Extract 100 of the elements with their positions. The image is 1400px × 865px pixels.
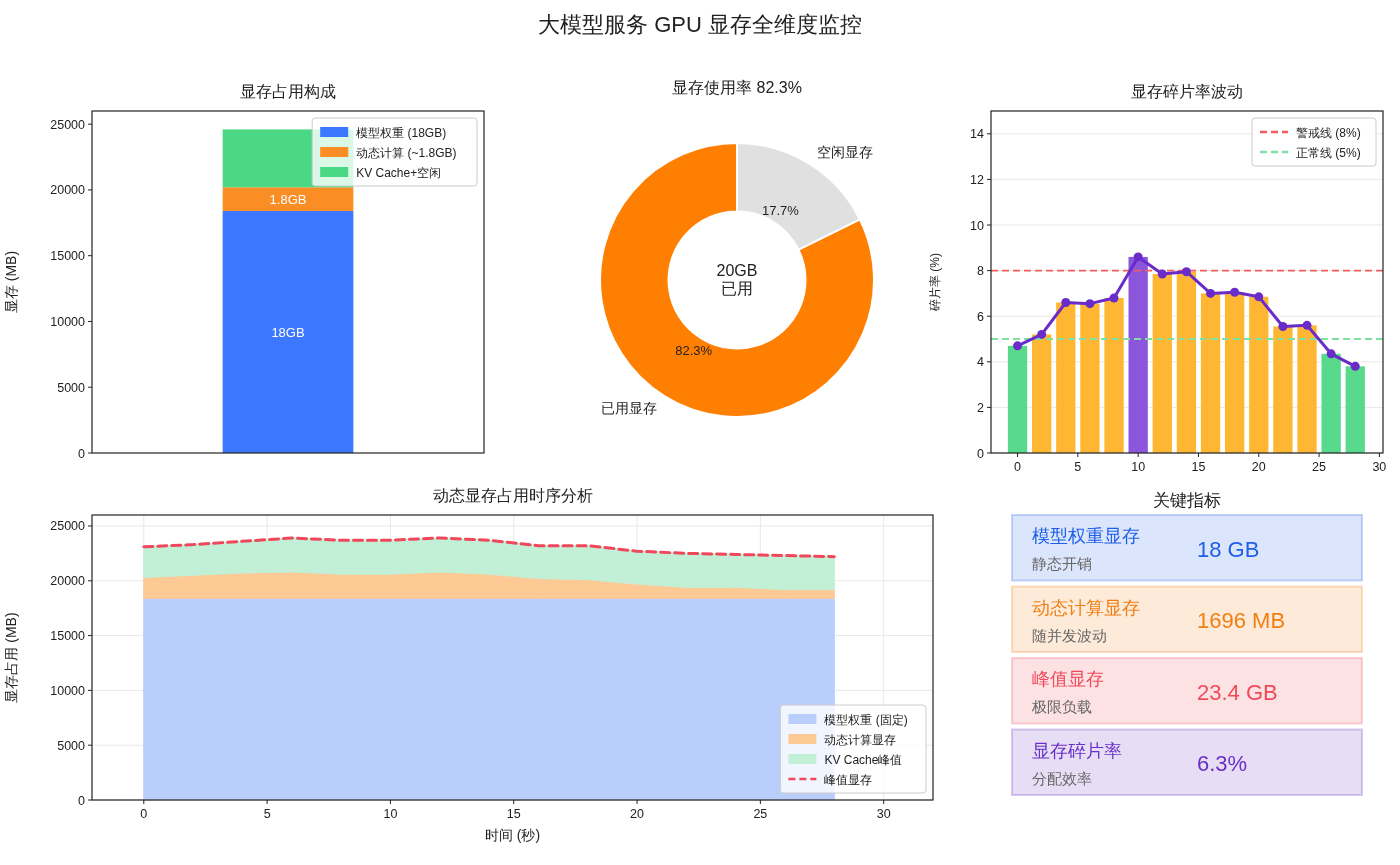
category-label: 峰值显存 [1032, 669, 1104, 689]
y-tick-label: 25000 [50, 117, 86, 132]
x-tick-label: 20 [630, 807, 645, 821]
bar [1273, 326, 1293, 453]
bar [1007, 345, 1028, 453]
y-axis-title: 显存占用 (MB) [3, 612, 19, 703]
bar [1032, 334, 1052, 453]
bar [1249, 296, 1269, 453]
text: 分配效率 [1032, 769, 1092, 787]
y-tick-label: 20000 [50, 183, 86, 198]
text: 18 GB [1197, 536, 1260, 562]
point [1181, 267, 1191, 277]
y-tick-label: 2 [977, 400, 985, 415]
point [1013, 341, 1023, 351]
text: 极限负载 [1031, 698, 1092, 715]
y-tick-label: 20000 [50, 574, 86, 589]
y-tick-label: 5000 [57, 380, 86, 395]
bar [1176, 271, 1197, 453]
y-tick-label: 14 [970, 127, 985, 142]
point [1302, 320, 1312, 330]
point [1278, 321, 1288, 331]
bar [1224, 292, 1245, 453]
point [1061, 298, 1071, 308]
bar [1297, 325, 1317, 453]
y-axis-title: 碎片率 (%) [928, 253, 942, 312]
x-tick-label: 10 [383, 807, 398, 821]
point [1230, 287, 1240, 297]
bar [1152, 274, 1172, 453]
x-tick-label: 5 [263, 807, 271, 821]
point [1254, 292, 1264, 302]
text: 大模型服务 GPU 显存全维度监控 [538, 12, 862, 37]
x-tick-label: 10 [1131, 460, 1146, 474]
point [1157, 269, 1167, 279]
y-tick-label: 10 [970, 218, 985, 233]
x-tick-label: 25 [1312, 460, 1327, 474]
legend-label: 动态计算显存 [824, 732, 897, 747]
point [1085, 299, 1095, 309]
text: 静态开销 [1032, 555, 1092, 572]
text: 20GB 已用 [716, 261, 758, 298]
legend-label: 动态计算 (~1.8GB) [356, 145, 457, 160]
y-tick-label: 25000 [50, 519, 86, 534]
y-tick-label: 0 [977, 446, 985, 461]
bar [1345, 366, 1365, 453]
x-tick-label: 15 [506, 807, 521, 821]
x-tick-label: 5 [1074, 460, 1082, 474]
text: 23.4 GB [1197, 679, 1278, 705]
y-tick-label: 4 [977, 355, 985, 370]
slice-label: 空闲显存 [816, 144, 873, 160]
annotation: 1.8GB [269, 192, 307, 208]
legend-label: 警戒线 (8%) [1296, 125, 1361, 140]
y-tick-label: 10000 [50, 683, 86, 698]
x-tick-label: 30 [876, 807, 891, 821]
bar [1056, 302, 1076, 453]
x-tick-label: 15 [1191, 460, 1206, 474]
donut-slice [599, 142, 875, 418]
text: 随并发波动 [1032, 626, 1107, 644]
point [1133, 252, 1143, 262]
text: 关键指标 [1153, 491, 1221, 510]
x-tick-label: 0 [1014, 460, 1022, 474]
y-axis-title: 显存 (MB) [3, 250, 19, 314]
y-tick-label: 15000 [50, 249, 86, 264]
legend-label: KV Cache+空闲 [356, 165, 442, 180]
data-label: 17.7% [761, 203, 800, 219]
slice-label: 已用显存 [601, 400, 658, 416]
y-tick-label: 12 [970, 172, 985, 187]
chart-title: 显存占用构成 [240, 83, 336, 100]
x-axis-title: 时间 (秒) [484, 827, 541, 843]
text: 6.3% [1197, 751, 1248, 777]
bar [1104, 297, 1124, 453]
chart-title: 显存使用率 82.3% [672, 79, 802, 96]
category-label: 显存碎片率 [1032, 740, 1122, 761]
bar [222, 187, 354, 211]
y-tick-label: 5000 [57, 738, 86, 753]
y-tick-label: 15000 [50, 629, 86, 644]
bar [1080, 303, 1100, 453]
y-tick-label: 8 [977, 264, 985, 279]
legend-label: 峰值显存 [824, 772, 873, 787]
annotation: 18GB [271, 324, 305, 340]
bar [1321, 353, 1341, 453]
chart-title: 显存碎片率波动 [1131, 83, 1243, 100]
legend-label: 模型权重 (固定) [824, 712, 908, 727]
chart-title: 动态显存占用时序分析 [432, 487, 593, 504]
text: 1696 MB [1197, 608, 1286, 634]
x-tick-label: 30 [1372, 460, 1387, 474]
category-label: 模型权重显存 [1032, 526, 1140, 546]
point [1206, 288, 1216, 298]
bar [222, 210, 354, 453]
bar [1200, 293, 1221, 453]
legend-label: 正常线 (5%) [1296, 145, 1361, 160]
point [1037, 329, 1047, 339]
x-tick-label: 0 [140, 807, 148, 821]
bar [1128, 256, 1148, 453]
legend-label: 模型权重 (18GB) [356, 125, 447, 140]
point [1109, 293, 1119, 303]
y-tick-label: 6 [977, 309, 985, 324]
y-tick-label: 10000 [50, 314, 86, 329]
x-tick-label: 25 [753, 807, 768, 821]
legend-label: KV Cache峰值 [824, 752, 903, 767]
point [1350, 361, 1360, 371]
y-tick-label: 0 [78, 446, 86, 461]
